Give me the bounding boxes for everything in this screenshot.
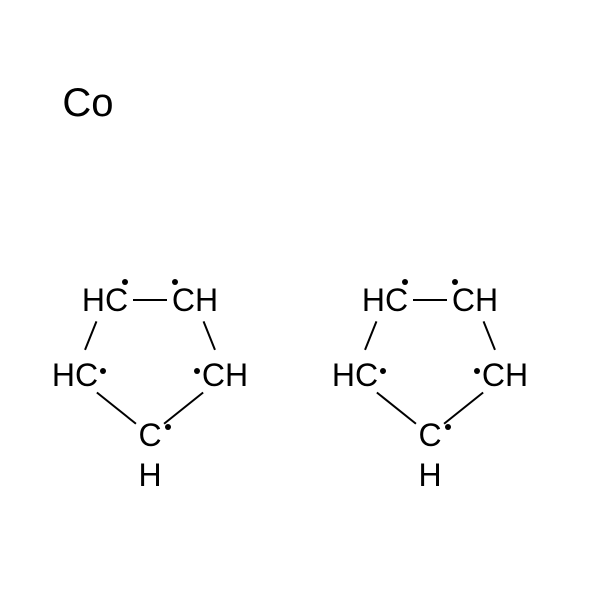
atom-label: H bbox=[138, 457, 161, 493]
atom-label: CH bbox=[202, 357, 248, 393]
radical-dot bbox=[452, 279, 458, 285]
atom-label: HC bbox=[332, 357, 378, 393]
bond bbox=[484, 321, 495, 350]
cyclopentadienyl-ring: HC CH HC CH CH bbox=[52, 279, 248, 493]
atom-label: CH bbox=[482, 357, 528, 393]
bond bbox=[164, 392, 203, 423]
radical-dot bbox=[194, 368, 200, 374]
radical-dot bbox=[100, 368, 106, 374]
radical-dot bbox=[172, 279, 178, 285]
bond bbox=[365, 321, 376, 350]
radical-dot bbox=[165, 424, 171, 430]
bond bbox=[85, 321, 96, 350]
atom-label: Co bbox=[62, 81, 113, 125]
cyclopentadienyl-ring: HC CH HC CH CH bbox=[332, 279, 528, 493]
radical-dot bbox=[122, 279, 128, 285]
atom-label: C bbox=[418, 417, 441, 453]
radical-dot bbox=[474, 368, 480, 374]
chemical-structure-diagram: CoHCCHHCCHCHHCCHHCCHCH bbox=[0, 0, 600, 600]
atom-label: HC bbox=[362, 282, 408, 318]
atom-label: H bbox=[418, 457, 441, 493]
radical-dot bbox=[402, 279, 408, 285]
bond bbox=[204, 321, 215, 350]
radical-dot bbox=[445, 424, 451, 430]
bond bbox=[444, 392, 483, 423]
atom-label: C bbox=[138, 417, 161, 453]
atom-label: HC bbox=[52, 357, 98, 393]
bond bbox=[377, 392, 416, 423]
radical-dot bbox=[380, 368, 386, 374]
atom-label: HC bbox=[82, 282, 128, 318]
atom-label: CH bbox=[452, 282, 498, 318]
atom-label: CH bbox=[172, 282, 218, 318]
bond bbox=[97, 392, 136, 423]
